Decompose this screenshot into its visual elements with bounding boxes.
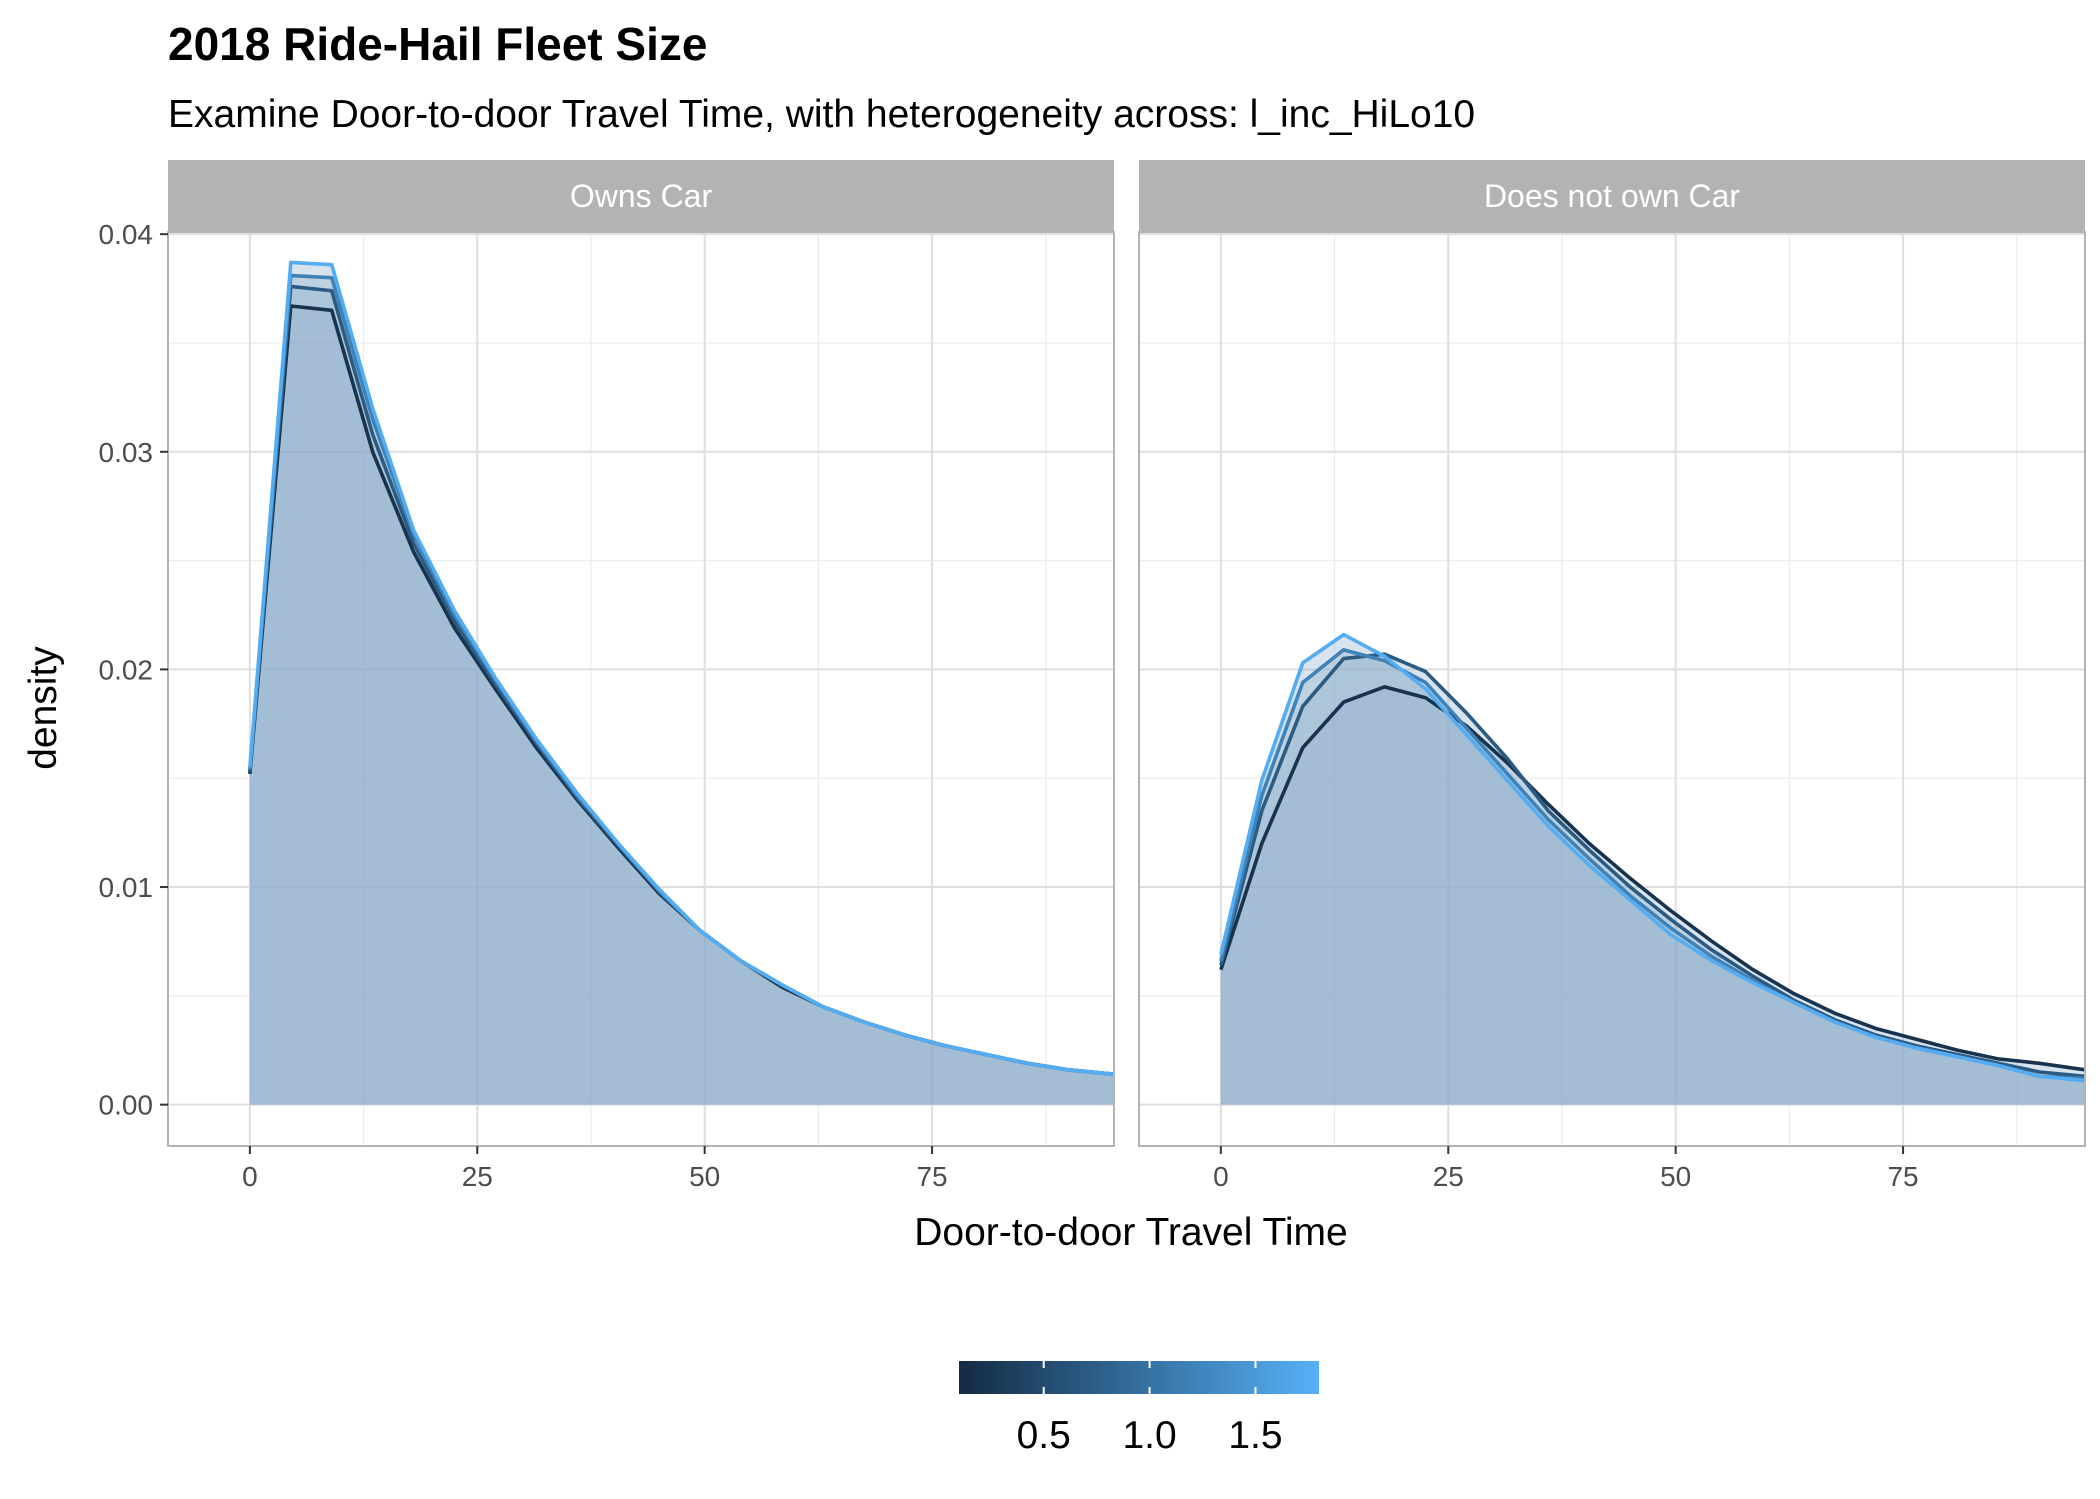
density-line-4 (248, 260, 1114, 1076)
density-area-4 (1220, 634, 2085, 1105)
x-tick-label: 50 (689, 1161, 720, 1192)
density-area-3 (1220, 649, 2085, 1105)
density-area-2 (1220, 654, 2085, 1105)
strip-does-not-own-car (1139, 160, 2085, 232)
chart-subtitle: Examine Door-to-door Travel Time, with h… (168, 93, 1475, 136)
gridlines (168, 232, 1114, 1146)
color-legend: 0.5 1.0 1.5 (959, 1361, 1319, 1457)
y-tick-label: 0.01 (99, 872, 154, 903)
x-axis-ticks: 0 25 50 75 0 25 50 75 (242, 1146, 1919, 1192)
y-tick-label: 0.02 (99, 654, 154, 685)
panel-owns-car: Owns Car (167, 160, 1115, 1147)
x-tick-label: 75 (1887, 1161, 1918, 1192)
x-tick-label: 50 (1660, 1161, 1691, 1192)
density-line-1 (1219, 685, 2085, 1072)
y-axis-title: density (22, 646, 65, 770)
x-tick-label: 0 (1213, 1161, 1229, 1192)
density-area-3 (249, 275, 1114, 1105)
y-tick-label: 0.03 (99, 437, 154, 468)
density-series-group (248, 260, 1114, 1105)
y-tick-label: 0.00 (99, 1090, 154, 1121)
strip-label-does-not-own-car: Does not own Car (1484, 178, 1740, 214)
y-tick-label: 0.04 (99, 219, 154, 250)
x-tick-label: 75 (916, 1161, 947, 1192)
density-area-2 (249, 286, 1114, 1105)
x-tick-label: 0 (242, 1161, 258, 1192)
density-area-4 (249, 262, 1114, 1105)
density-area-1 (249, 305, 1114, 1105)
x-tick-label: 25 (462, 1161, 493, 1192)
strip-label-owns-car: Owns Car (570, 178, 713, 214)
panel-does-not-own-car: Does not own Car (1138, 160, 2086, 1147)
strip-owns-car (168, 160, 1114, 232)
density-area-1 (1220, 686, 2085, 1105)
panel-background (168, 232, 1114, 1146)
x-tick-label: 25 (1433, 1161, 1464, 1192)
density-line-4 (1219, 632, 2085, 1083)
panel-border (1138, 231, 2086, 1147)
x-axis-title: Door-to-door Travel Time (914, 1211, 1347, 1254)
density-series-group (1219, 632, 2085, 1105)
facet-panels: Owns Car Does not own Car (167, 160, 2086, 1147)
panel-border (167, 231, 1115, 1147)
gridlines (1139, 232, 2085, 1146)
colorbar (959, 1361, 1319, 1394)
y-axis-ticks: 0.00 0.01 0.02 0.03 0.04 (99, 219, 168, 1121)
chart-title: 2018 Ride-Hail Fleet Size (168, 18, 707, 70)
panel-background (1139, 232, 2085, 1146)
colorbar-label: 1.5 (1228, 1414, 1282, 1457)
colorbar-label: 1.0 (1122, 1414, 1176, 1457)
colorbar-label: 0.5 (1017, 1414, 1071, 1457)
